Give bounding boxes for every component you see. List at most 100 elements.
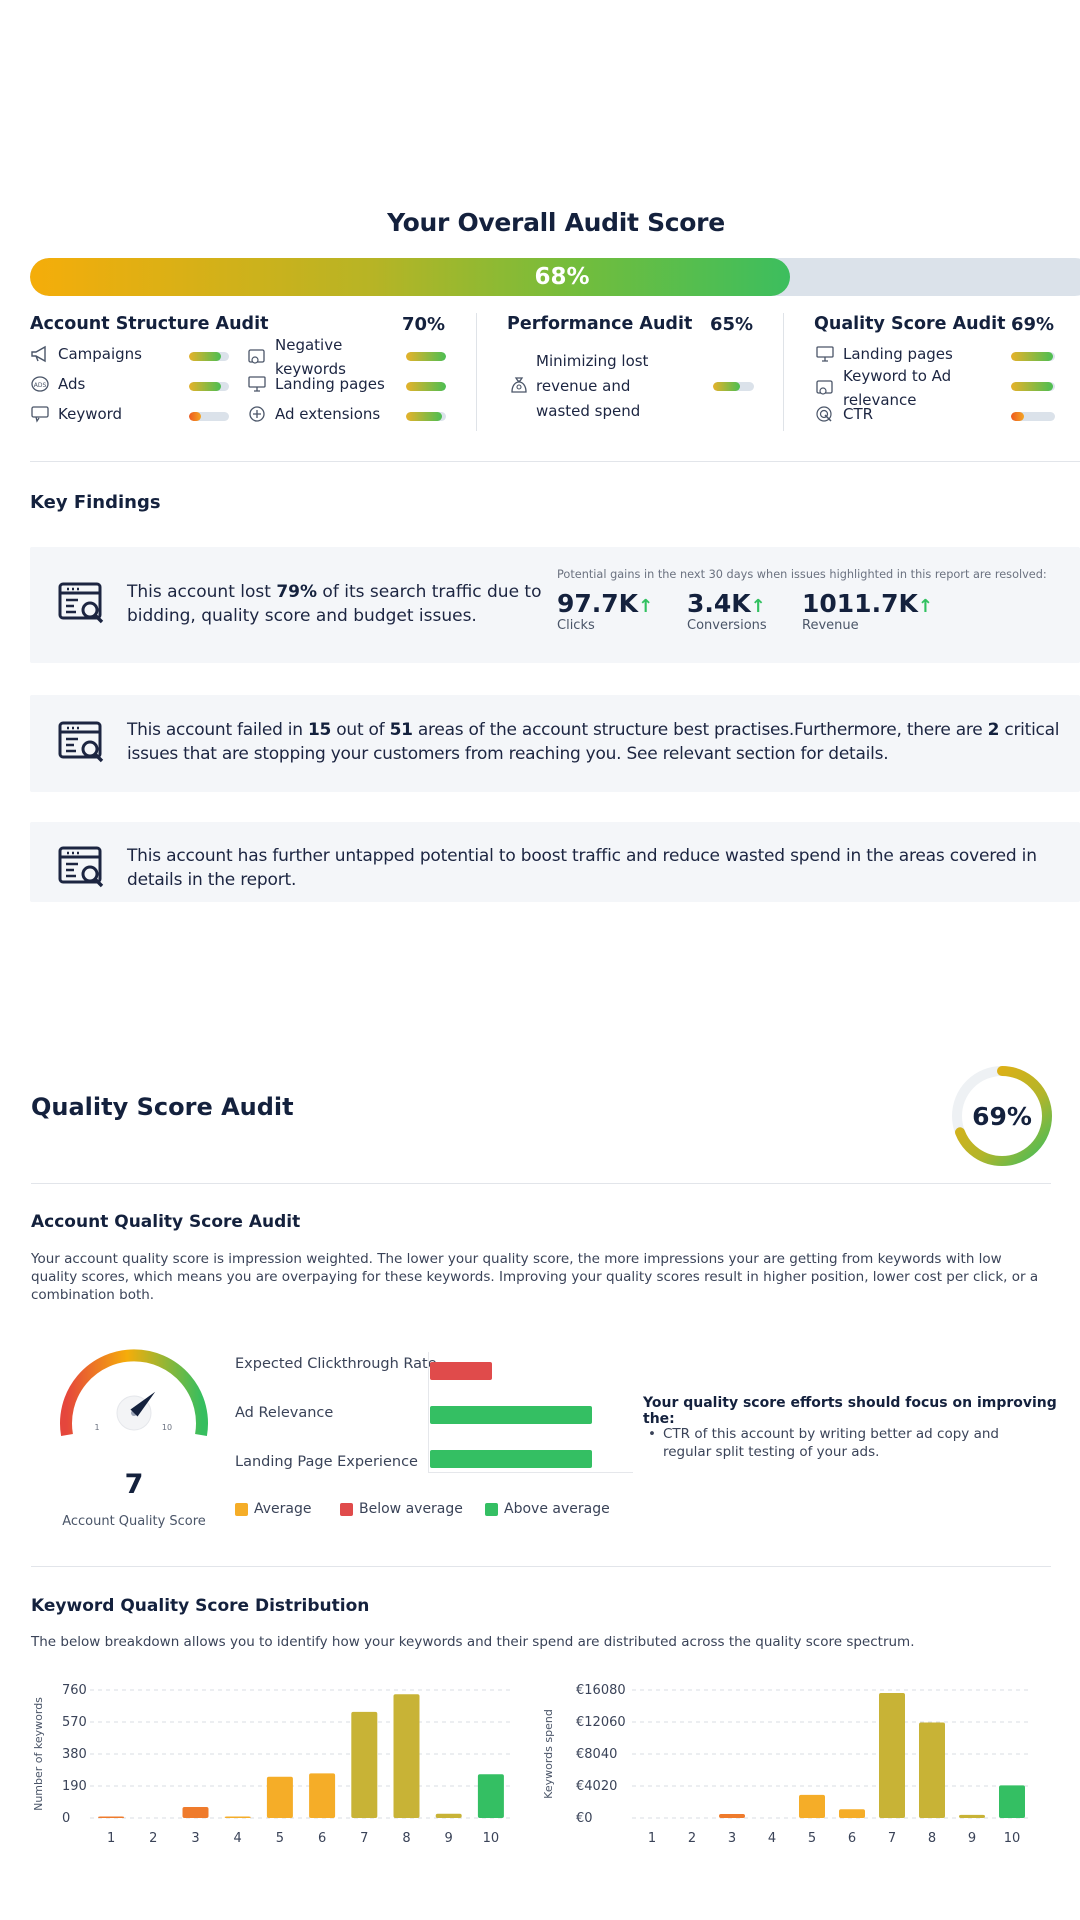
bar-axis	[428, 1352, 429, 1472]
money-bag-icon	[511, 377, 527, 393]
x-tick-label: 3	[191, 1831, 199, 1846]
keyword-spend-chart: Keywords spend €0 €4020 €8040 €12060 €16080 1 2…	[542, 1683, 1032, 1846]
x-tick-label: 8	[928, 1831, 936, 1846]
legend-swatch	[485, 1502, 498, 1516]
keyword-icon	[31, 406, 49, 423]
distribution-description: The below breakdown allows you to identi…	[31, 1634, 915, 1650]
campaigns-score-fill	[189, 352, 221, 361]
focus-title: Your quality score efforts should focus …	[643, 1395, 1057, 1427]
negative-keywords-icon	[248, 349, 265, 364]
failed-areas-count: 15	[307, 720, 332, 740]
ad-extensions-score-bar	[406, 412, 446, 421]
donut-arc	[952, 1066, 1052, 1166]
y-tick-label: 0	[62, 1811, 70, 1826]
x-tick-label: 2	[149, 1831, 157, 1846]
monitor-icon	[248, 376, 266, 392]
section-divider	[30, 461, 1080, 462]
structure-item-ad-extensions: Ad extensions	[247, 405, 380, 423]
finding-text-part: of its search traffic due to bidding, qu…	[127, 582, 542, 626]
bar	[266, 1776, 293, 1818]
quality-score-gauge: 1 10	[60, 1349, 208, 1437]
bar	[309, 1773, 336, 1818]
x-tick-label: 7	[360, 1831, 368, 1846]
bar	[839, 1809, 865, 1818]
x-tick-label: 5	[808, 1831, 816, 1846]
performance-score-bar	[713, 382, 754, 391]
quality-landing-score-bar	[1011, 352, 1055, 361]
quality-item-ctr: CTR	[815, 405, 873, 423]
bar	[919, 1722, 945, 1818]
overall-score-fill	[30, 258, 790, 296]
gauge-max-label: 10	[162, 1423, 172, 1432]
bar	[182, 1807, 209, 1818]
quality-item-keyword-relevance: Keyword to Ad relevance	[815, 364, 985, 412]
report-search-icon	[58, 721, 104, 763]
ad-extensions-score-fill	[406, 412, 442, 421]
finding-text-part: out of	[331, 720, 390, 740]
bar-axis	[428, 1472, 633, 1473]
bar	[393, 1694, 420, 1818]
potential-gains-note: Potential gains in the next 30 days when…	[557, 568, 1047, 581]
monitor-icon	[816, 346, 834, 362]
negative-keywords-score-bar	[406, 352, 446, 361]
x-tick-label: 4	[768, 1831, 776, 1846]
bar	[719, 1814, 745, 1818]
key-findings-title: Key Findings	[30, 492, 161, 513]
legend-swatch	[235, 1502, 248, 1516]
quality-ctr-score-fill	[1011, 412, 1025, 421]
gain-clicks: 97.7K↑ Clicks	[557, 589, 653, 633]
structure-item-negative-keywords: Negative keywords	[247, 333, 397, 381]
quality-audit-percent: 69%	[1011, 314, 1055, 335]
structure-item-campaigns: Campaigns	[30, 345, 142, 363]
performance-audit-percent: 65%	[710, 314, 754, 335]
structure-item-label: Negative keywords	[275, 336, 346, 378]
negative-keywords-score-fill	[406, 352, 446, 361]
bar-label-ad-relevance: Ad Relevance	[235, 1405, 334, 1421]
focus-list: CTR of this account by writing better ad…	[648, 1425, 1048, 1461]
performance-item-line: wasted spend	[536, 402, 641, 420]
bar	[879, 1693, 905, 1818]
structure-item-label: Landing pages	[275, 375, 385, 393]
y-tick-label: €16080	[576, 1683, 626, 1698]
gauge-arc	[60, 1349, 208, 1437]
legend-average: Average	[235, 1501, 312, 1517]
plus-circle-icon	[249, 406, 265, 422]
structure-item-ads: ADS Ads	[30, 375, 85, 393]
legend-above: Above average	[485, 1501, 610, 1517]
quality-item-label: Keyword to Ad relevance	[843, 367, 952, 409]
bar-label-landing-page: Landing Page Experience	[235, 1454, 418, 1470]
bar-ad-relevance	[430, 1406, 592, 1424]
distribution-title: Keyword Quality Score Distribution	[31, 1596, 370, 1616]
keyword-relevance-icon	[816, 380, 833, 395]
structure-item-label: Ad extensions	[275, 405, 381, 423]
gain-value: 1011.7K	[802, 589, 918, 618]
arrow-up-icon: ↑	[917, 596, 933, 617]
structure-audit-title: Account Structure Audit	[30, 314, 269, 334]
y-tick-label: 190	[62, 1779, 87, 1794]
y-tick-label: 570	[62, 1715, 87, 1730]
quality-relevance-score-bar	[1011, 382, 1055, 391]
quality-audit-title: Quality Score Audit	[814, 314, 1006, 334]
category-divider	[476, 313, 477, 431]
y-tick-label: €12060	[576, 1715, 626, 1730]
section-divider	[31, 1183, 1051, 1184]
finding-potential-text: This account has further untapped potent…	[127, 846, 1037, 890]
bar	[477, 1774, 504, 1818]
ads-icon: ADS	[31, 376, 49, 392]
structure-audit-percent: 70%	[402, 314, 446, 335]
performance-item-line: revenue and	[536, 377, 631, 395]
legend-label: Below average	[359, 1501, 463, 1517]
gain-label: Revenue	[802, 618, 859, 633]
account-quality-score-title: Account Quality Score Audit	[31, 1212, 301, 1232]
legend-below: Below average	[340, 1501, 463, 1517]
y-tick-label: €4020	[576, 1779, 617, 1794]
y-axis-label: Keywords spend	[542, 1709, 555, 1799]
gauge-label: Account Quality Score	[62, 1514, 206, 1529]
ads-score-bar	[189, 382, 229, 391]
x-tick-label: 6	[318, 1831, 326, 1846]
x-tick-label: 1	[648, 1831, 656, 1846]
structure-item-keyword: Keyword	[30, 405, 122, 423]
landing-pages-score-fill	[406, 382, 446, 391]
report-search-icon	[58, 582, 104, 624]
arrow-up-icon: ↑	[750, 596, 766, 617]
